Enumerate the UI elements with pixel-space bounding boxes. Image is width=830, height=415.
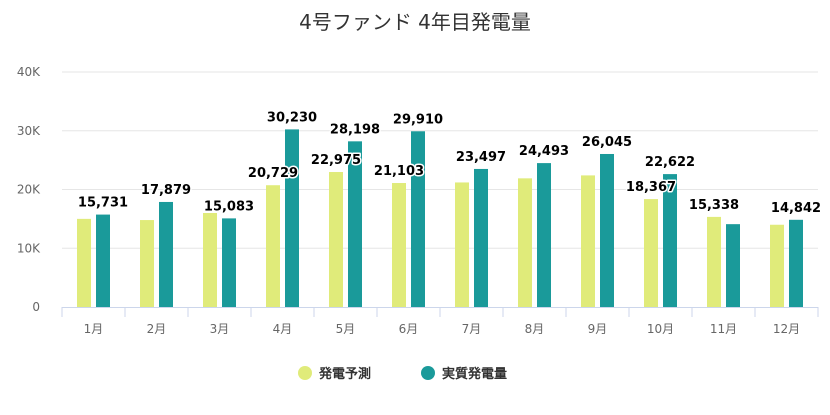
data-label: 26,045: [582, 135, 632, 150]
bar-forecast[interactable]: [707, 216, 721, 307]
bar-forecast[interactable]: [770, 224, 784, 307]
bar-forecast[interactable]: [329, 172, 343, 307]
x-tick-label: 9月: [588, 322, 608, 336]
data-label: 30,230: [267, 110, 317, 125]
y-tick-label: 0: [32, 300, 40, 314]
bar-actual[interactable]: [159, 201, 173, 307]
x-tick-label: 2月: [147, 322, 167, 336]
bar-actual[interactable]: [285, 129, 299, 307]
legend-label[interactable]: 発電予測: [318, 366, 371, 382]
x-tick-label: 6月: [399, 322, 419, 336]
data-label: 22,622: [645, 155, 695, 170]
bar-forecast[interactable]: [203, 213, 217, 307]
bar-forecast[interactable]: [266, 185, 280, 307]
data-label: 23,497: [456, 150, 506, 165]
data-label: 21,103: [374, 164, 424, 179]
data-label: 20,729: [248, 166, 298, 181]
bar-actual[interactable]: [96, 214, 110, 307]
data-label: 29,910: [393, 112, 443, 127]
legend-marker[interactable]: [421, 366, 435, 380]
x-tick-label: 8月: [525, 322, 545, 336]
x-tick-label: 12月: [773, 322, 800, 336]
x-axis: 1月 2月 3月 4月 5月 6月 7月 8月 9月 10月 11月 12月: [61, 307, 819, 336]
bar-actual[interactable]: [411, 131, 425, 307]
y-tick-label: 40K: [17, 65, 41, 79]
x-tick-label: 1月: [84, 322, 104, 336]
bar-forecast[interactable]: [581, 175, 595, 307]
x-tick-label: 10月: [647, 322, 674, 336]
bar-actual[interactable]: [726, 224, 740, 307]
data-label: 22,975: [311, 153, 361, 168]
chart-title: 4号ファンド 4年目発電量: [299, 10, 531, 34]
bar-forecast[interactable]: [455, 182, 469, 307]
x-tick-label: 3月: [210, 322, 230, 336]
data-label: 15,083: [204, 199, 254, 214]
bar-forecast[interactable]: [392, 183, 406, 307]
bar-forecast[interactable]: [644, 199, 658, 307]
bar-actual[interactable]: [600, 153, 614, 307]
y-tick-label: 10K: [17, 241, 41, 255]
legend-marker[interactable]: [298, 366, 312, 380]
y-axis: 0 10K 20K 30K 40K: [17, 65, 41, 314]
legend[interactable]: 発電予測 実質発電量: [298, 366, 507, 382]
legend-label[interactable]: 実質発電量: [442, 366, 507, 382]
y-tick-label: 30K: [17, 124, 41, 138]
bars[interactable]: [77, 129, 803, 307]
data-label: 28,198: [330, 122, 380, 137]
bar-actual[interactable]: [348, 141, 362, 307]
gridlines: [62, 71, 818, 249]
x-tick-label: 5月: [336, 322, 356, 336]
data-labels: 15,731 17,879 15,083 20,729 30,230 22,975 28,1…: [76, 109, 822, 217]
bar-actual[interactable]: [474, 168, 488, 307]
bar-forecast[interactable]: [140, 220, 154, 307]
data-label: 24,493: [519, 144, 569, 159]
data-label: 14,842: [771, 201, 821, 216]
x-tick-label: 11月: [710, 322, 737, 336]
bar-actual[interactable]: [537, 163, 551, 307]
bar-actual[interactable]: [222, 218, 236, 307]
y-tick-label: 20K: [17, 183, 41, 197]
x-tick-label: 7月: [462, 322, 482, 336]
data-label: 17,879: [141, 183, 191, 198]
bar-forecast[interactable]: [77, 218, 91, 307]
x-tick-label: 4月: [273, 322, 293, 336]
bar-actual[interactable]: [663, 174, 677, 307]
data-label: 18,367: [626, 180, 676, 195]
bar-forecast[interactable]: [518, 178, 532, 307]
data-label: 15,338: [689, 198, 739, 213]
bar-actual[interactable]: [789, 219, 803, 307]
data-label: 15,731: [78, 196, 128, 211]
